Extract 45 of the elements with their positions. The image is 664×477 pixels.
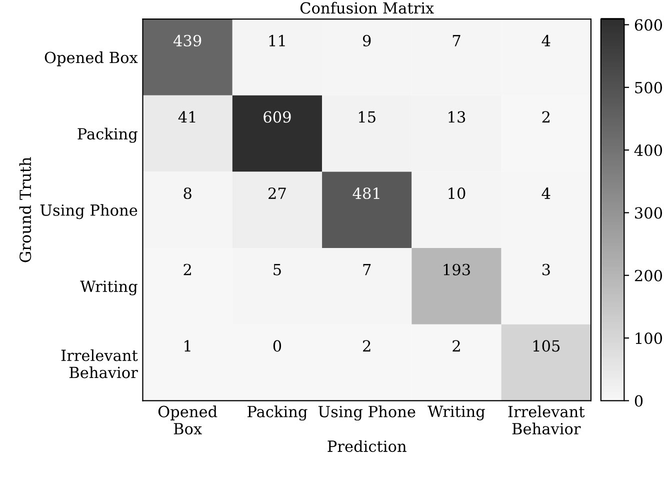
data-label: 609 <box>264 111 291 123</box>
x-tick-label: Writing <box>428 406 485 420</box>
data-label: 439 <box>173 34 202 46</box>
color-bar-label: 100 <box>636 332 662 344</box>
y-tick-label: Packing <box>78 128 138 143</box>
y-tick-label: Opened Box <box>44 51 138 66</box>
data-label: 2 <box>542 111 550 123</box>
x-tick-label: Packing <box>248 406 308 421</box>
chart-title: Confusion Matrix <box>300 2 434 14</box>
y-tick-label: Irrelevant Behavior <box>61 349 138 378</box>
data-label: 15 <box>359 111 376 123</box>
data-label: 2 <box>452 340 460 352</box>
data-label: 2 <box>363 340 370 352</box>
data-label: 3 <box>542 264 550 276</box>
data-label: 0 <box>273 340 282 352</box>
data-label: 7 <box>452 35 460 46</box>
x-axis-title: Prediction <box>328 440 406 452</box>
color-bar-label: 400 <box>634 144 662 156</box>
data-label: 7 <box>363 264 371 276</box>
y-axis-title: Ground Truth <box>19 157 32 262</box>
data-label: 5 <box>274 264 281 276</box>
y-tick-label: Using Phone <box>40 204 138 220</box>
data-label: 11 <box>269 34 285 46</box>
data-label: 193 <box>444 264 470 276</box>
data-label: 9 <box>362 34 371 46</box>
data-label: 4 <box>542 187 550 199</box>
x-tick-label: Opened Box <box>158 406 218 434</box>
color-bar-label: 500 <box>635 82 662 94</box>
data-label: 1 <box>184 340 190 352</box>
data-label: 4 <box>542 34 550 46</box>
data-label: 27 <box>268 187 286 199</box>
color-bar-label: 300 <box>635 207 662 219</box>
x-tick-label: Using Phone <box>318 406 416 421</box>
color-bar-label: 600 <box>634 19 662 31</box>
data-label: 481 <box>352 187 380 200</box>
data-label: 105 <box>533 340 560 352</box>
data-label: 41 <box>178 111 196 123</box>
color-bar-label: 200 <box>634 270 662 282</box>
data-label: 8 <box>184 187 192 200</box>
data-label: 2 <box>184 264 191 276</box>
color-bar-label: 0 <box>634 395 643 407</box>
data-label: 13 <box>448 111 466 123</box>
x-tick-label: Irrelevant Behavior <box>508 406 585 434</box>
y-tick-label: Writing <box>80 280 138 296</box>
data-label: 10 <box>448 187 466 200</box>
